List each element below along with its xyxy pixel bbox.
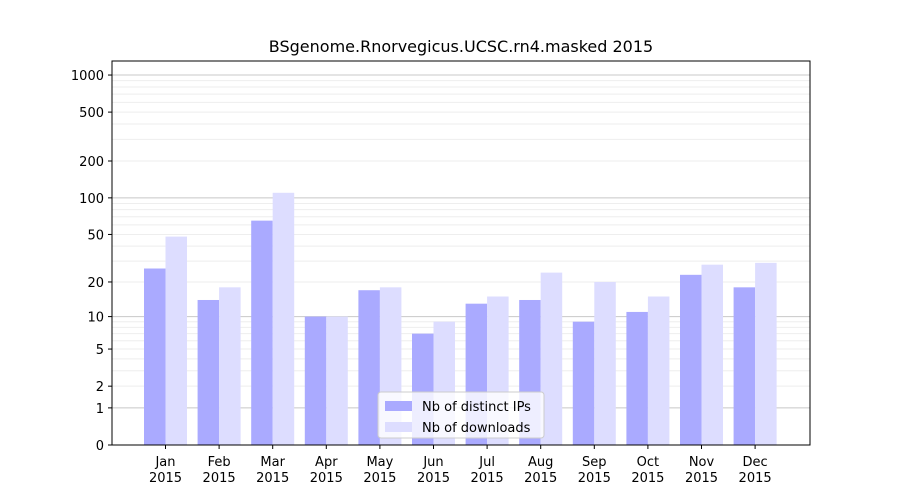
- x-tick-label-month: Apr: [315, 455, 338, 470]
- legend-swatch: [385, 422, 412, 432]
- x-tick-label-month: Nov: [689, 455, 715, 470]
- x-tick-label-year: 2015: [631, 471, 664, 486]
- bar-distinct-ips: [197, 299, 220, 445]
- plot-frame: [111, 60, 811, 446]
- x-tick-label-month: Jul: [478, 455, 495, 470]
- legend-label: Nb of distinct IPs: [422, 400, 531, 415]
- bar-downloads: [219, 287, 241, 445]
- x-tick-label-year: 2015: [524, 471, 557, 486]
- y-tick-label: 2: [96, 380, 104, 395]
- bar-downloads: [755, 262, 777, 445]
- x-tick-label-month: Dec: [743, 455, 768, 470]
- x-tick-label-month: Aug: [528, 455, 553, 470]
- x-axis: Jan2015Feb2015Mar2015Apr2015May2015Jun20…: [149, 445, 772, 486]
- x-tick-label-month: Oct: [637, 455, 659, 470]
- bar-downloads: [165, 236, 187, 445]
- bar-downloads: [540, 272, 563, 445]
- y-tick-label: 20: [87, 276, 104, 291]
- bar-distinct-ips: [626, 311, 648, 445]
- y-tick-label: 200: [79, 155, 104, 170]
- x-tick-label-month: Jun: [422, 455, 443, 470]
- legend-swatch: [385, 401, 412, 411]
- x-tick-label-year: 2015: [310, 471, 343, 486]
- bar-distinct-ips: [733, 287, 756, 445]
- y-axis: 0 1 2 5 10 20 50 100 200 500 1000: [71, 69, 112, 454]
- y-tick-label: 10: [87, 311, 104, 326]
- legend-box: [377, 391, 545, 439]
- x-tick-label-month: Feb: [208, 455, 231, 470]
- bar-downloads: [647, 296, 670, 445]
- y-tick-label: 50: [87, 228, 104, 243]
- legend: Nb of distinct IPs Nb of downloads: [377, 391, 545, 439]
- bar-downloads: [594, 281, 616, 445]
- y-tick-label: 100: [79, 192, 104, 207]
- x-tick-label-year: 2015: [578, 471, 611, 486]
- bar-distinct-ips: [251, 220, 273, 445]
- x-tick-label-month: Jan: [154, 455, 175, 470]
- bar-downloads: [701, 264, 723, 445]
- x-tick-label-year: 2015: [149, 471, 182, 486]
- x-tick-label-year: 2015: [417, 471, 450, 486]
- bar-downloads: [326, 316, 348, 445]
- legend-label: Nb of downloads: [422, 421, 531, 436]
- y-tick-label: 0: [96, 439, 104, 454]
- chart-title: BSgenome.Rnorvegicus.UCSC.rn4.masked 201…: [269, 37, 653, 56]
- bar-distinct-ips: [572, 321, 595, 445]
- x-tick-label-year: 2015: [256, 471, 289, 486]
- x-tick-label-year: 2015: [739, 471, 772, 486]
- x-tick-label-month: Sep: [582, 455, 607, 470]
- y-tick-label: 500: [79, 106, 104, 121]
- x-tick-label-year: 2015: [363, 471, 396, 486]
- x-tick-label-month: Mar: [260, 455, 285, 470]
- y-tick-label: 1000: [71, 69, 104, 84]
- bar-downloads: [272, 192, 295, 445]
- x-tick-label-year: 2015: [471, 471, 504, 486]
- y-tick-label: 5: [96, 343, 104, 358]
- x-tick-label-year: 2015: [203, 471, 236, 486]
- bar-distinct-ips: [680, 274, 702, 445]
- bar-distinct-ips: [358, 290, 380, 445]
- bar-distinct-ips: [144, 268, 166, 445]
- bars: [144, 192, 777, 445]
- x-tick-label-year: 2015: [685, 471, 718, 486]
- y-tick-label: 1: [96, 402, 104, 417]
- bar-distinct-ips: [304, 316, 327, 445]
- x-tick-label-month: May: [366, 455, 393, 470]
